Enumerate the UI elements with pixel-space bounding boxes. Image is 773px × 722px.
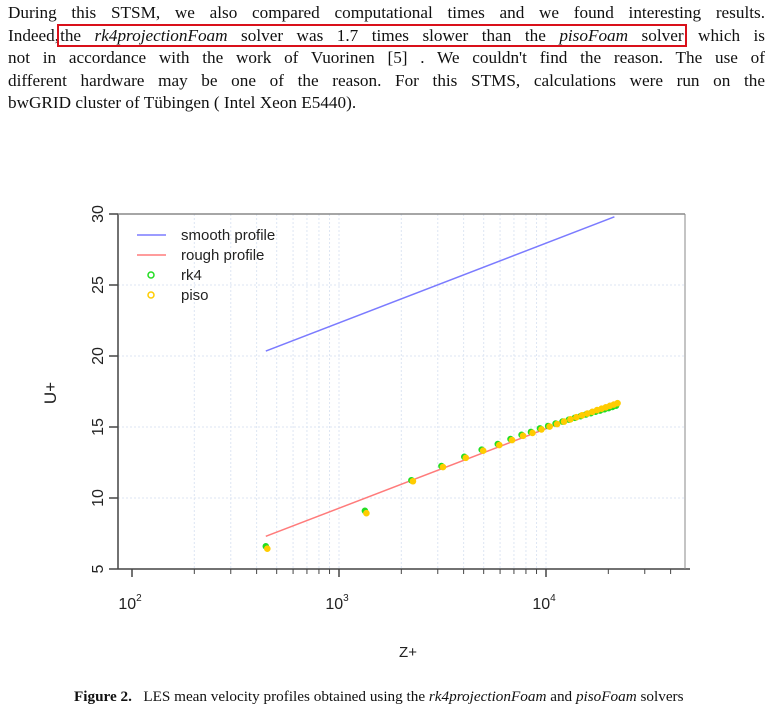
legend-label: piso (181, 287, 209, 304)
point-piso (614, 399, 621, 407)
axes: 5 10 15 20 25 30 102 103 104 (90, 205, 690, 613)
text-span: LES mean velocity profiles obtained usin… (143, 688, 429, 705)
point-piso (496, 441, 503, 449)
legend-swatch (147, 291, 155, 299)
solver-name: pisoFoam (559, 25, 629, 45)
legend-label: smooth profile (181, 227, 275, 244)
text-line: Indeed,the rk4projectionFoam solver was … (8, 23, 765, 48)
velocity-profile-chart: 5 10 15 20 25 30 102 103 104 smooth profile rough… (41, 205, 690, 661)
point-piso (479, 447, 487, 455)
legend-label: rough profile (181, 247, 264, 264)
legend-swatch (147, 271, 155, 279)
y-tick-label: 10 (90, 489, 107, 507)
text-line: bwGRID cluster of Tübingen ( Intel Xeon … (8, 93, 357, 113)
point-piso (578, 412, 586, 419)
point-piso (529, 429, 536, 437)
y-tick-label: 20 (90, 347, 107, 365)
text-line: During this STSM, we also compared compu… (8, 3, 765, 22)
point-piso (519, 432, 527, 440)
grid (118, 214, 685, 569)
solver-name: pisoFoam (575, 688, 637, 705)
point-piso (553, 420, 561, 428)
text-span: solver (628, 25, 684, 45)
point-piso (560, 418, 568, 425)
point-piso (567, 416, 574, 423)
text-line: not in accordance with the work of Vuori… (8, 48, 765, 68)
text-span: Indeed, (8, 25, 60, 45)
x-tick-label: 103 (325, 593, 349, 613)
point-piso (508, 436, 516, 444)
point-piso (439, 463, 447, 471)
y-tick-label: 15 (90, 418, 107, 436)
legend-label: rk4 (181, 267, 202, 284)
point-piso (264, 545, 271, 552)
figure-caption: Figure 2. LES mean velocity profiles obt… (74, 688, 684, 706)
line-smooth-profile (265, 216, 615, 352)
text-span: the (60, 25, 95, 45)
text-span: which is (698, 25, 765, 45)
point-piso (538, 426, 545, 433)
point-piso (573, 413, 580, 421)
point-piso (409, 477, 417, 485)
point-piso (363, 509, 370, 517)
y-tick-label: 5 (90, 564, 107, 573)
text-span: solvers (636, 688, 684, 705)
x-axis-label: Z+ (399, 644, 417, 661)
chart-marks (262, 216, 621, 552)
solver-name: rk4projectionFoam (428, 688, 547, 705)
highlight-box: the rk4projectionFoam solver was 1.7 tim… (57, 23, 687, 47)
text-span: and (546, 688, 576, 705)
y-tick-label: 30 (90, 205, 107, 223)
legend: smooth profile rough profile rk4 piso (137, 227, 275, 304)
point-piso (584, 410, 591, 417)
solver-name: rk4projectionFoam (94, 25, 228, 45)
text-line: different hardware may be one of the rea… (8, 70, 765, 90)
text-span: solver was 1.7 times slower than the (227, 25, 560, 45)
point-piso (462, 454, 470, 462)
point-piso (546, 423, 553, 430)
x-tick-label: 104 (532, 593, 556, 613)
x-tick-label: 102 (118, 593, 142, 613)
y-axis-label: U+ (41, 382, 60, 404)
y-tick-label: 25 (90, 276, 107, 294)
body-paragraph: During this STSM, we also compared compu… (8, 2, 765, 115)
caption-label: Figure 2. (74, 688, 132, 705)
